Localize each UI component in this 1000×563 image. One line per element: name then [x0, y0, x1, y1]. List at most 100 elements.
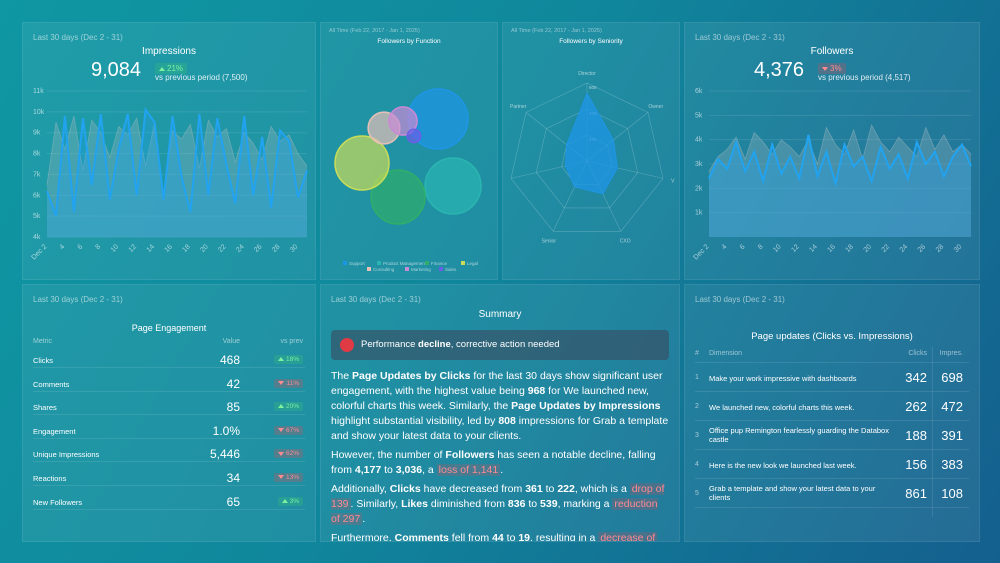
summary-text: Page Updates by Impressions	[511, 400, 661, 412]
alert-text: decline	[418, 339, 451, 350]
change-text: 62%	[285, 450, 299, 458]
column-header: Metric	[33, 338, 53, 345]
change-text: 67%	[285, 426, 299, 434]
summary-text: .	[500, 464, 504, 476]
line-chart: 1k 2k 3k 4k 5k 6k Dec 2 4 6 8 10 12 14 16 18 20 22 24 26 28…	[693, 88, 972, 261]
row-index: 1	[695, 374, 699, 381]
dimension: Office pup Remington fearlessly guarding…	[709, 426, 889, 444]
change-badge: 62%	[273, 449, 303, 459]
legend-label: Legal	[467, 261, 478, 266]
metric-name: Engagement	[33, 426, 76, 436]
panel-title: Impressions	[142, 46, 196, 57]
clicks: 861	[905, 486, 927, 501]
date-range: Last 30 days (Dec 2 - 31)	[695, 33, 785, 42]
panel-title: Followers	[810, 46, 854, 57]
y-tick-label: 5k	[33, 213, 41, 220]
date-range: Last 30 days (Dec 2 - 31)	[695, 295, 785, 304]
metric-value: 468	[219, 353, 240, 367]
y-tick-label: 2k	[695, 185, 703, 192]
x-tick-label: 4	[59, 243, 67, 251]
r-tick-label: 600	[589, 85, 597, 90]
summary-text: 3,036	[395, 464, 423, 476]
legend-label: Consulting	[373, 267, 395, 272]
column-divider	[932, 347, 933, 517]
headline-value: 9,084	[91, 59, 142, 81]
summary-text: to	[503, 532, 519, 542]
legend-swatch	[377, 261, 381, 265]
metric-value: 42	[226, 376, 240, 391]
column-header: Clicks	[908, 350, 927, 357]
panel-title: Summary	[478, 309, 522, 320]
seniority-panel: All Time (Feb 22, 2017 - Jan 1, 2025) Fol…	[502, 22, 680, 280]
summary-text: has seen a notable decline, falling from	[331, 449, 656, 476]
axis-label: V	[671, 179, 675, 185]
x-tick-label: 18	[845, 243, 856, 254]
metric-value: 65	[226, 494, 240, 509]
summary-text: 19	[518, 532, 531, 542]
row-divider	[695, 478, 969, 479]
legend-swatch	[405, 267, 409, 271]
summary-text: Furthermore,	[331, 532, 395, 542]
summary-text: 4,177	[354, 464, 382, 476]
arrow	[277, 404, 284, 409]
x-tick-label: 12	[128, 243, 139, 254]
change-text: 3%	[830, 64, 842, 73]
x-tick-label: 30	[953, 243, 964, 254]
summary-text: 361	[525, 483, 543, 495]
summary-text: Clicks	[389, 483, 421, 495]
summary-text: , resulting in a	[530, 532, 599, 542]
y-tick-label: 11k	[33, 88, 44, 95]
y-tick-label: 7k	[33, 171, 41, 178]
bubble	[406, 128, 422, 144]
summary-text: 44	[492, 532, 504, 542]
clicks: 188	[905, 428, 927, 443]
legend-swatch	[367, 267, 371, 271]
row-divider	[33, 390, 305, 392]
summary-text: 222	[557, 483, 575, 495]
impressions: 472	[941, 399, 963, 414]
summary-text: to	[525, 498, 541, 510]
impressions: 108	[941, 486, 963, 501]
y-tick-label: 8k	[33, 151, 41, 158]
row-divider	[33, 461, 305, 463]
x-tick-label: 24	[899, 243, 910, 254]
summary-text: The	[331, 370, 353, 382]
summary-text: impressions for Grab a template and show…	[331, 415, 669, 442]
legend-label: Support	[349, 261, 366, 266]
metric-name: New Followers	[33, 497, 83, 507]
x-tick-label: 4	[721, 243, 729, 251]
axis-label: Owner	[648, 104, 663, 110]
summary-text: loss of 1,141	[436, 464, 501, 476]
panel-title: Page Engagement	[131, 323, 207, 333]
change-text: 13%	[285, 474, 299, 481]
summary-text: to	[542, 483, 558, 495]
metric-name: Shares	[33, 403, 57, 413]
summary-text: fell from	[448, 532, 493, 542]
x-tick-label: 28	[935, 243, 946, 254]
y-tick-label: 6k	[695, 88, 703, 95]
dimension: Here is the new look we launched last we…	[709, 461, 857, 470]
arrow	[277, 451, 284, 456]
function-panel: All Time (Feb 22, 2017 - Jan 1, 2025) Fol…	[320, 22, 498, 280]
area-fill	[709, 134, 971, 237]
change-text: 20%	[285, 403, 299, 411]
bubble	[388, 106, 418, 136]
legend-swatch	[343, 261, 347, 265]
column-header: Value	[222, 338, 240, 345]
y-tick-label: 4k	[695, 137, 703, 144]
summary-text: 968	[527, 385, 546, 397]
change-text: 18%	[285, 356, 299, 363]
change-text: 3%	[289, 497, 299, 505]
change-text: 21%	[167, 64, 184, 73]
x-tick-label: 18	[181, 243, 192, 254]
series-line	[708, 134, 972, 188]
x-tick-label: 22	[881, 243, 892, 254]
y-tick-label: 10k	[33, 109, 45, 116]
arrow	[159, 66, 165, 71]
summary-text: Comments	[394, 532, 449, 542]
clicks: 156	[905, 457, 927, 472]
x-tick-label: 26	[253, 243, 264, 254]
legend-label: Sales	[445, 267, 457, 272]
row-index: 4	[695, 461, 699, 468]
x-tick-label: 16	[163, 243, 174, 254]
